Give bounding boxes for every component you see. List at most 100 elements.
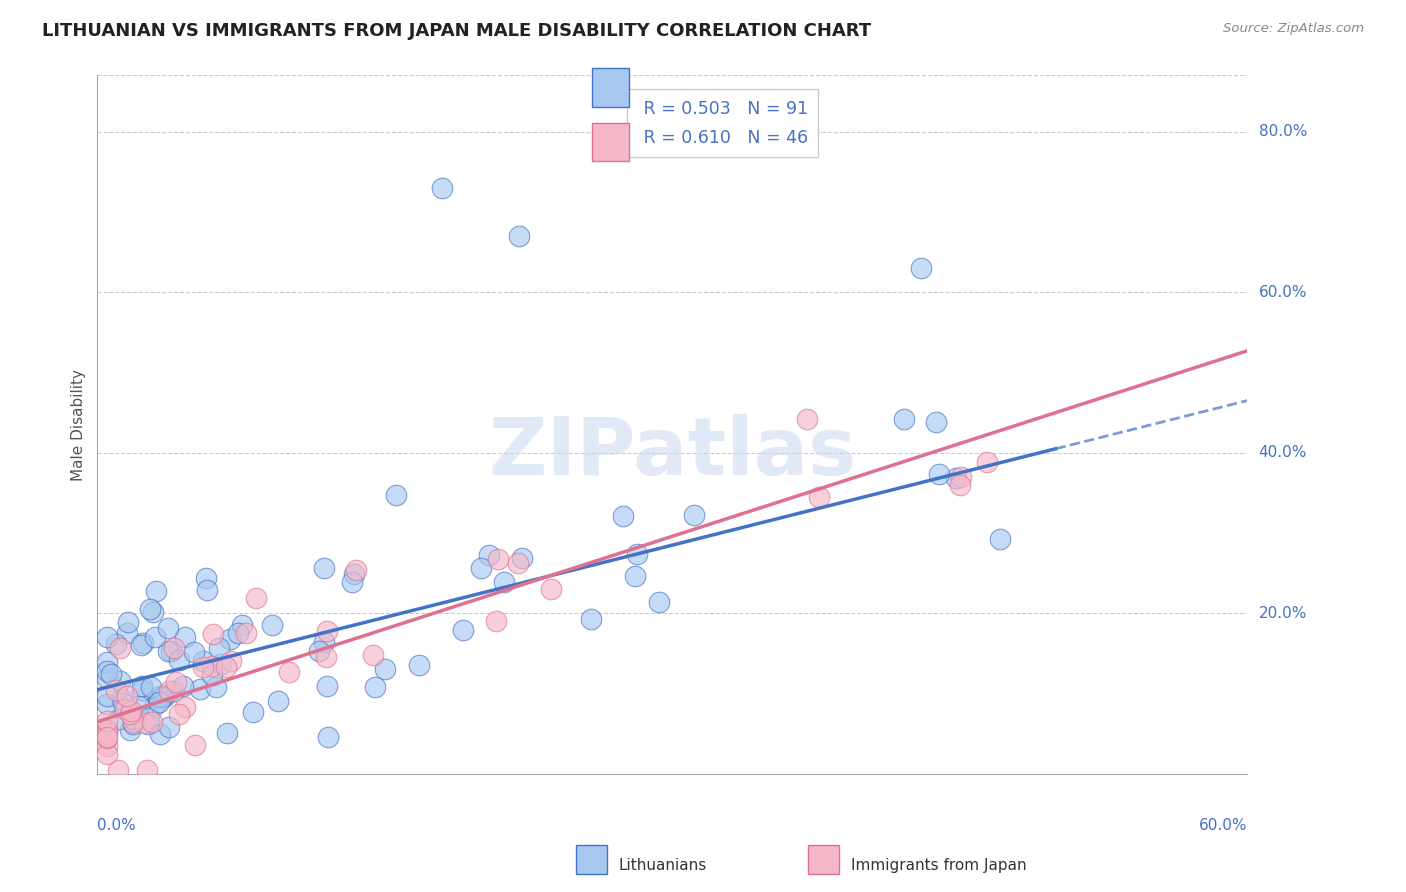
Point — [105, 637, 128, 651]
Point — [96, 655, 118, 669]
Point — [174, 630, 197, 644]
Point — [184, 738, 207, 752]
Point — [314, 635, 336, 649]
Point — [314, 560, 336, 574]
Point — [408, 657, 430, 672]
Point — [183, 645, 205, 659]
Point — [120, 704, 142, 718]
Point — [191, 660, 214, 674]
Point — [138, 711, 160, 725]
Point — [96, 730, 118, 744]
Point — [122, 714, 145, 729]
Point — [451, 624, 474, 638]
Point — [157, 683, 180, 698]
Point — [138, 716, 160, 731]
Text: Immigrants from Japan: Immigrants from Japan — [851, 858, 1026, 872]
Point — [976, 455, 998, 469]
Point — [623, 569, 645, 583]
Point — [152, 689, 174, 703]
Point — [96, 725, 118, 739]
Point — [139, 602, 162, 616]
Point — [949, 478, 972, 492]
Point — [195, 571, 218, 585]
Point — [157, 643, 180, 657]
Text: 40.0%: 40.0% — [1258, 445, 1308, 460]
Point — [117, 615, 139, 629]
Point — [200, 668, 222, 682]
Point — [167, 652, 190, 666]
Point — [267, 694, 290, 708]
Point — [928, 467, 950, 481]
Point — [96, 739, 118, 754]
Point — [364, 680, 387, 694]
Point — [96, 723, 118, 738]
Point — [153, 690, 176, 705]
Point — [945, 471, 967, 485]
Point — [344, 563, 367, 577]
Point — [148, 695, 170, 709]
Point — [96, 731, 118, 745]
Text: 80.0%: 80.0% — [1258, 124, 1308, 139]
Point — [796, 411, 818, 425]
Point — [910, 261, 932, 276]
Point — [540, 582, 562, 596]
Point — [512, 551, 534, 566]
Point — [316, 731, 339, 745]
Point — [807, 490, 830, 504]
Point — [121, 713, 143, 727]
Point — [308, 643, 330, 657]
Point — [384, 488, 406, 502]
Point — [162, 684, 184, 698]
Text: LITHUANIAN VS IMMIGRANTS FROM JAPAN MALE DISABILITY CORRELATION CHART: LITHUANIAN VS IMMIGRANTS FROM JAPAN MALE… — [42, 22, 872, 40]
Point — [485, 614, 508, 628]
Point — [612, 508, 634, 523]
Point — [96, 697, 118, 711]
Point — [96, 689, 118, 703]
Text: 0.0%: 0.0% — [97, 818, 136, 833]
Point — [209, 657, 232, 671]
Point — [893, 411, 915, 425]
Point — [108, 640, 131, 655]
Point — [157, 720, 180, 734]
Point — [96, 664, 118, 678]
Point — [950, 469, 973, 483]
Point — [145, 583, 167, 598]
Point — [188, 681, 211, 696]
Point — [146, 690, 169, 705]
Text: Lithuanians: Lithuanians — [619, 858, 707, 872]
Point — [120, 707, 142, 722]
Y-axis label: Male Disability: Male Disability — [72, 368, 86, 481]
Point — [925, 415, 948, 429]
Point — [148, 727, 170, 741]
Point — [173, 700, 195, 714]
Point — [142, 606, 165, 620]
Point — [682, 508, 704, 522]
Point — [231, 618, 253, 632]
Point — [235, 625, 257, 640]
Point — [96, 723, 118, 737]
Point — [316, 624, 339, 639]
Point — [96, 671, 118, 685]
Point — [508, 556, 530, 570]
Point — [988, 532, 1011, 546]
Point — [245, 591, 267, 605]
Point — [112, 696, 135, 710]
Point — [226, 625, 249, 640]
Point — [111, 691, 134, 706]
Text: 60.0%: 60.0% — [1199, 818, 1247, 833]
Point — [361, 648, 384, 663]
Point — [139, 680, 162, 694]
Point — [215, 726, 238, 740]
Text: ZIPatlas: ZIPatlas — [488, 414, 856, 491]
Point — [107, 763, 129, 777]
Point — [96, 747, 118, 761]
Point — [108, 711, 131, 725]
Text: 60.0%: 60.0% — [1258, 285, 1308, 300]
Point — [486, 552, 509, 566]
Text: Source: ZipAtlas.com: Source: ZipAtlas.com — [1223, 22, 1364, 36]
Point — [141, 714, 163, 729]
Point — [315, 649, 337, 664]
Point — [494, 574, 516, 589]
Point — [432, 181, 454, 195]
Point — [167, 707, 190, 722]
